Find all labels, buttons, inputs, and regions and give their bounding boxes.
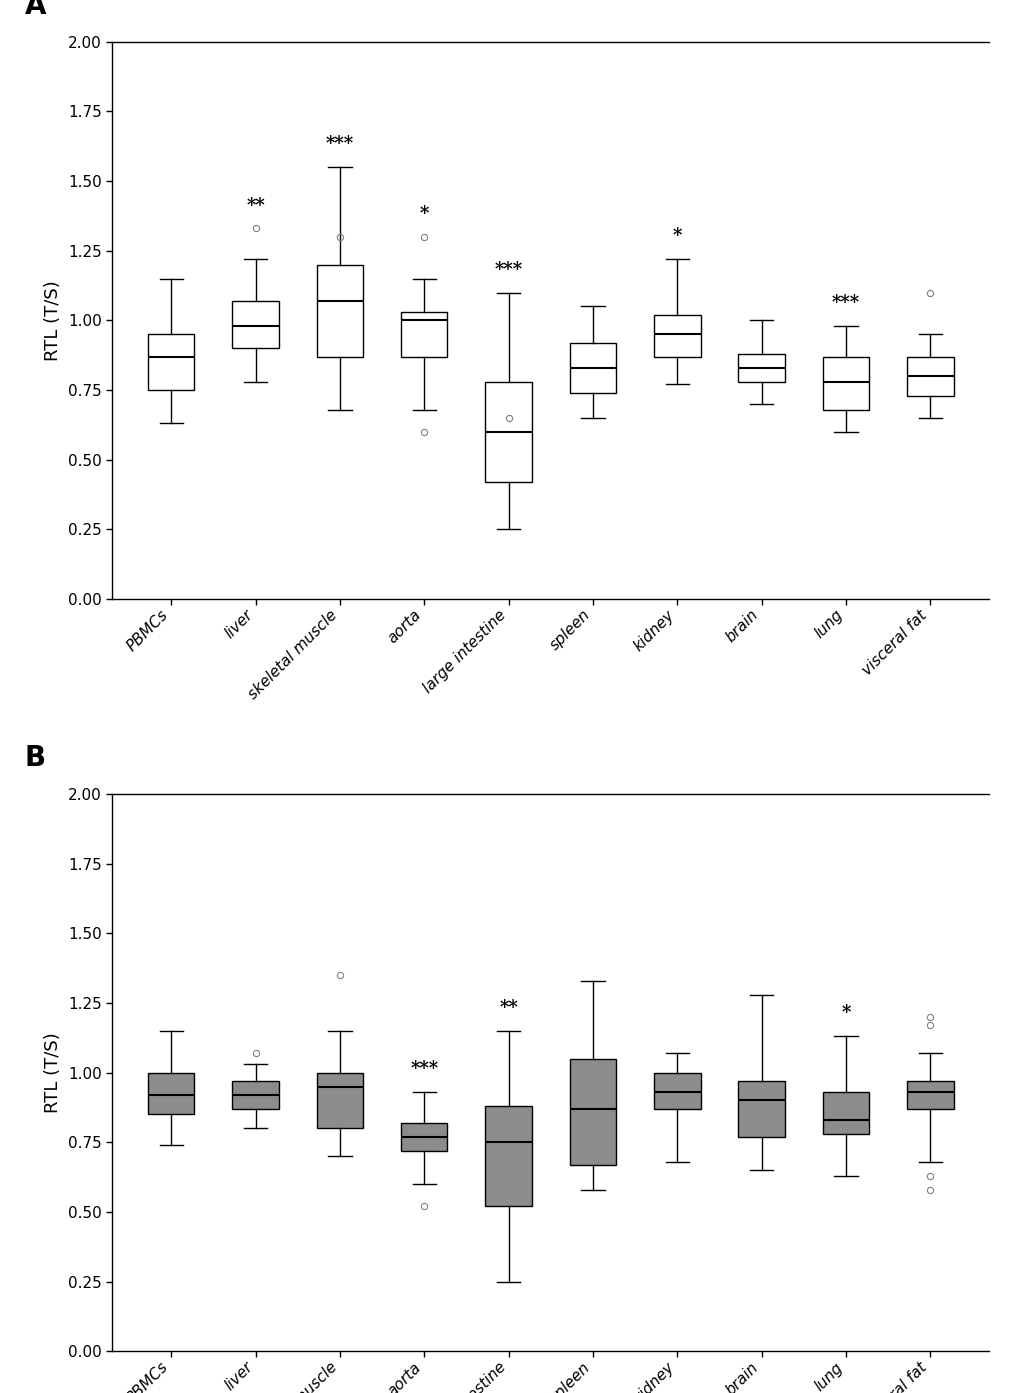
Text: **: ** [498,999,518,1017]
Text: ***: *** [325,135,354,153]
Text: ***: *** [410,1060,438,1078]
PathPatch shape [738,354,784,382]
PathPatch shape [317,1073,363,1128]
Text: A: A [24,0,46,20]
PathPatch shape [485,382,531,482]
Y-axis label: RTL (T/S): RTL (T/S) [45,1032,62,1113]
PathPatch shape [822,357,868,410]
PathPatch shape [317,265,363,357]
PathPatch shape [400,1123,447,1151]
PathPatch shape [148,1073,195,1114]
Text: *: * [841,1004,850,1022]
PathPatch shape [906,357,953,396]
Text: ***: *** [494,260,522,279]
Text: ***: *** [832,294,859,312]
Y-axis label: RTL (T/S): RTL (T/S) [45,280,62,361]
Text: **: ** [246,196,265,215]
PathPatch shape [485,1106,531,1206]
Text: *: * [672,227,682,245]
PathPatch shape [822,1092,868,1134]
PathPatch shape [653,315,700,357]
PathPatch shape [148,334,195,390]
PathPatch shape [400,312,447,357]
PathPatch shape [232,301,278,348]
PathPatch shape [653,1073,700,1109]
PathPatch shape [570,343,615,393]
PathPatch shape [232,1081,278,1109]
PathPatch shape [906,1081,953,1109]
Text: *: * [419,205,429,223]
Text: B: B [24,744,46,772]
PathPatch shape [570,1059,615,1165]
PathPatch shape [738,1081,784,1137]
